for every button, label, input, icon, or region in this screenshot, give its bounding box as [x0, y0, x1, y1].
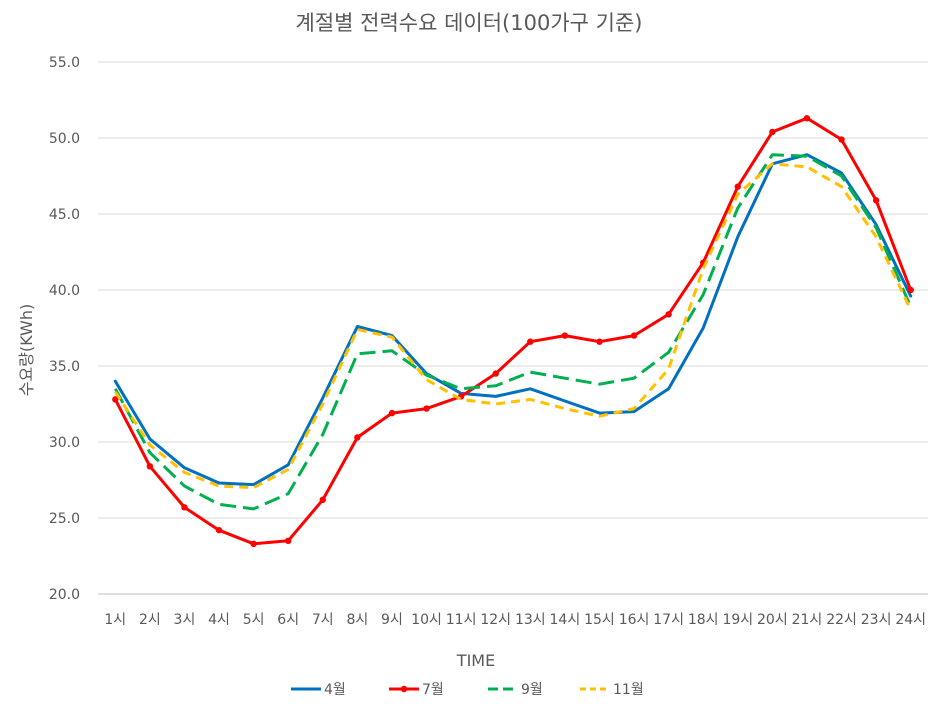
x-tick-label: 18시 — [688, 612, 719, 628]
data-point — [215, 526, 223, 534]
data-point — [561, 332, 569, 339]
y-tick-label: 55.0 — [49, 55, 80, 71]
x-tick-label: 23시 — [861, 612, 892, 628]
data-point — [872, 197, 880, 204]
legend-label: 11월 — [613, 682, 644, 698]
x-tick-label: 6시 — [277, 612, 299, 628]
data-point — [354, 434, 361, 441]
legend-label: 4월 — [324, 682, 346, 698]
x-axis-title: TIME — [456, 651, 495, 670]
y-tick-label: 40.0 — [49, 283, 80, 299]
data-point — [769, 128, 776, 136]
data-point — [527, 338, 534, 345]
data-point — [319, 496, 326, 503]
x-tick-label: 9시 — [381, 612, 403, 628]
legend: 4월 7월 9월 11월 — [291, 682, 644, 698]
data-point — [112, 396, 119, 403]
x-tick-label: 12시 — [480, 612, 511, 628]
x-tick-label: 7시 — [312, 612, 334, 628]
x-tick-label: 20시 — [757, 612, 788, 628]
y-tick-label: 20.0 — [49, 587, 80, 603]
chart-title: 계절별 전력수요 데이터(100가구 기준) — [296, 11, 643, 35]
data-point — [250, 540, 257, 548]
data-point — [285, 537, 292, 544]
x-tick-label: 4시 — [208, 612, 230, 628]
x-tick-label: 24시 — [895, 612, 926, 628]
x-tick-label: 21시 — [792, 612, 823, 628]
x-tick-label: 22시 — [826, 612, 857, 628]
legend-label: 9월 — [521, 682, 543, 698]
y-tick-label: 30.0 — [49, 435, 80, 451]
x-tick-label: 19시 — [722, 612, 753, 628]
x-tick-label: 8시 — [346, 612, 368, 628]
data-point — [907, 286, 914, 294]
x-tick-label: 16시 — [619, 612, 650, 628]
legend-marker — [400, 685, 408, 693]
gridlines — [98, 61, 928, 595]
series-line — [113, 153, 913, 487]
y-tick-label: 35.0 — [49, 359, 80, 375]
x-tick-label: 11시 — [446, 612, 477, 628]
x-tick-label: 13시 — [515, 612, 546, 628]
legend-label: 7월 — [422, 682, 444, 698]
x-tick-label: 17시 — [653, 612, 684, 628]
data-point — [803, 115, 811, 122]
series-line — [113, 153, 913, 511]
data-point — [181, 504, 188, 511]
x-tick-label: 10시 — [411, 612, 442, 628]
x-tick-label: 14시 — [550, 612, 581, 628]
data-point — [423, 405, 430, 412]
series-line — [113, 116, 913, 546]
data-point — [665, 311, 672, 318]
y-tick-label: 50.0 — [49, 131, 80, 147]
data-point — [838, 136, 845, 143]
data-point — [734, 183, 741, 190]
x-tick-label: 5시 — [243, 612, 265, 628]
series-lines — [112, 115, 914, 548]
data-point — [388, 409, 396, 417]
y-axis: 20.0 25.0 30.0 35.0 40.0 45.0 50.0 55.0 — [49, 55, 80, 603]
data-point — [492, 370, 499, 377]
y-tick-label: 25.0 — [49, 511, 80, 527]
x-tick-label: 15시 — [584, 612, 615, 628]
data-point — [630, 332, 638, 339]
y-axis-title: 수요량(KWh) — [17, 304, 36, 397]
x-tick-label: 1시 — [104, 612, 126, 628]
data-point — [596, 338, 603, 345]
x-tick-label: 3시 — [174, 612, 196, 628]
x-axis: 1시 2시 3시 4시 5시 6시 7시 8시 9시 10시 11시 12시 13시 14시 15시 16시 1… — [104, 612, 926, 628]
y-tick-label: 45.0 — [49, 207, 80, 223]
series-line — [114, 162, 913, 490]
data-point — [146, 463, 154, 470]
x-tick-label: 2시 — [139, 612, 161, 628]
